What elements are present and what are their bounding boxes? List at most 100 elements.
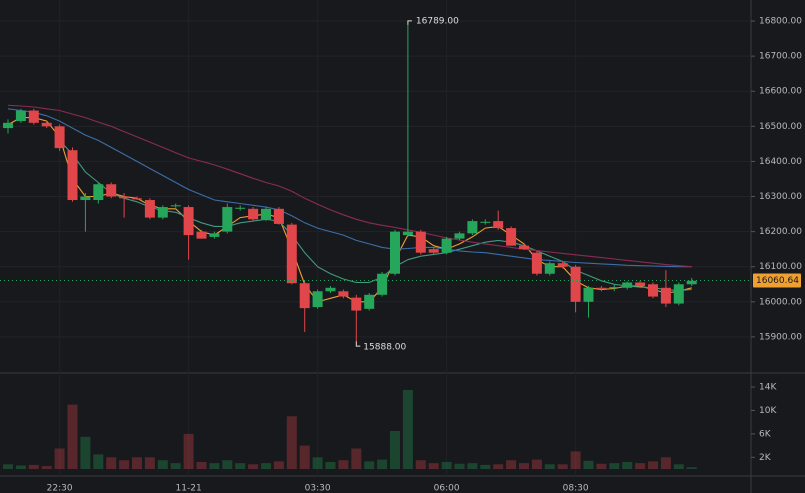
volume-bar xyxy=(41,466,52,469)
volume-bar xyxy=(222,460,233,469)
candle-body xyxy=(93,184,104,201)
x-tick-label: 03:30 xyxy=(305,484,331,493)
candle-body xyxy=(583,287,594,302)
candle-body xyxy=(54,126,65,149)
volume-bar xyxy=(402,389,413,469)
volume-bar xyxy=(493,464,504,469)
y2-tick-label: 10K xyxy=(759,406,777,416)
candle-body xyxy=(325,287,336,292)
candle-body xyxy=(80,196,91,201)
candle-body xyxy=(570,266,581,302)
volume-bar xyxy=(467,463,478,469)
volume-bar xyxy=(390,430,400,469)
candle-body xyxy=(480,221,491,223)
candle-body xyxy=(506,228,517,246)
volume-bar xyxy=(570,451,581,469)
moving-average-line xyxy=(7,104,692,268)
volume-bar xyxy=(583,460,594,469)
volume-bar xyxy=(170,463,181,469)
y-tick-label: 16700.00 xyxy=(759,52,802,62)
candle-body xyxy=(67,150,78,201)
candle-body xyxy=(170,205,181,207)
candle-body xyxy=(28,110,39,123)
volume-bar xyxy=(338,460,349,469)
candle-body xyxy=(15,110,26,122)
volume-bar xyxy=(261,463,271,469)
candle-body xyxy=(531,252,542,274)
volume-bar xyxy=(648,461,658,469)
candle-body xyxy=(415,231,426,253)
candle-body xyxy=(377,273,388,295)
volume-bar xyxy=(3,464,13,469)
candle-body xyxy=(519,245,529,250)
volume-bar xyxy=(544,464,555,469)
candle-body xyxy=(622,282,633,288)
candle-body xyxy=(144,200,155,218)
candle-body xyxy=(338,291,349,297)
volume-bar xyxy=(80,436,91,469)
volume-bar xyxy=(15,465,26,469)
volume-bar xyxy=(248,464,259,469)
volume-bar xyxy=(93,454,104,469)
candle-body xyxy=(183,207,194,236)
volume-bar xyxy=(299,445,310,469)
candle-body xyxy=(402,231,413,236)
candle-body xyxy=(544,263,555,274)
candle-body xyxy=(609,287,620,289)
volume-bar xyxy=(119,460,130,469)
y2-tick-label: 14K xyxy=(759,383,777,393)
candle-body xyxy=(235,207,246,209)
moving-average-line xyxy=(7,108,692,268)
y-tick-label: 16400.00 xyxy=(759,157,802,167)
volume-bar xyxy=(686,467,697,469)
volume-bar xyxy=(67,404,78,469)
candle-body xyxy=(3,122,13,129)
candle-body xyxy=(428,249,439,253)
candle-body xyxy=(364,294,375,309)
volume-bar xyxy=(157,460,168,469)
last-price-label: 16060.64 xyxy=(756,276,799,286)
candle-body xyxy=(286,224,297,284)
candle-body xyxy=(157,207,168,218)
y-tick-label: 16000.00 xyxy=(759,297,802,307)
volume-bar xyxy=(506,460,517,469)
high-marker xyxy=(407,20,412,25)
candle-body xyxy=(441,238,452,253)
volume-bar xyxy=(132,457,142,469)
candle-body xyxy=(648,284,658,297)
volume-bar xyxy=(480,464,491,469)
candle-body xyxy=(273,208,284,224)
candle-body xyxy=(686,280,697,285)
candle-body xyxy=(312,291,323,308)
candle-body xyxy=(299,283,310,309)
y-tick-label: 16100.00 xyxy=(759,262,802,272)
volume-bar xyxy=(441,461,452,469)
last-price-box xyxy=(753,273,801,288)
volume-bar xyxy=(351,448,362,469)
candle-body xyxy=(390,231,400,274)
y-tick-label: 15900.00 xyxy=(759,332,802,342)
candle-body xyxy=(261,208,271,220)
volume-bar xyxy=(428,463,439,469)
volume-bar xyxy=(209,463,220,469)
volume-bar xyxy=(286,416,297,469)
candle-body xyxy=(673,284,684,304)
y-tick-label: 16500.00 xyxy=(759,122,802,132)
volume-bar xyxy=(673,464,684,469)
y2-tick-label: 6K xyxy=(759,429,772,439)
volume-bar xyxy=(454,463,465,469)
candle-body xyxy=(132,198,142,200)
y-tick-label: 16200.00 xyxy=(759,227,802,237)
volume-bar xyxy=(28,464,39,469)
volume-bar xyxy=(325,461,336,469)
volume-bar xyxy=(312,457,323,469)
candle-body xyxy=(196,231,207,239)
volume-bar xyxy=(364,461,375,469)
volume-bar xyxy=(196,461,207,469)
candle-body xyxy=(106,184,117,197)
volume-bar xyxy=(557,464,568,469)
volume-bar xyxy=(609,463,620,469)
y-tick-label: 16600.00 xyxy=(759,87,802,97)
volume-bar xyxy=(235,463,246,469)
volume-bar xyxy=(106,457,117,469)
